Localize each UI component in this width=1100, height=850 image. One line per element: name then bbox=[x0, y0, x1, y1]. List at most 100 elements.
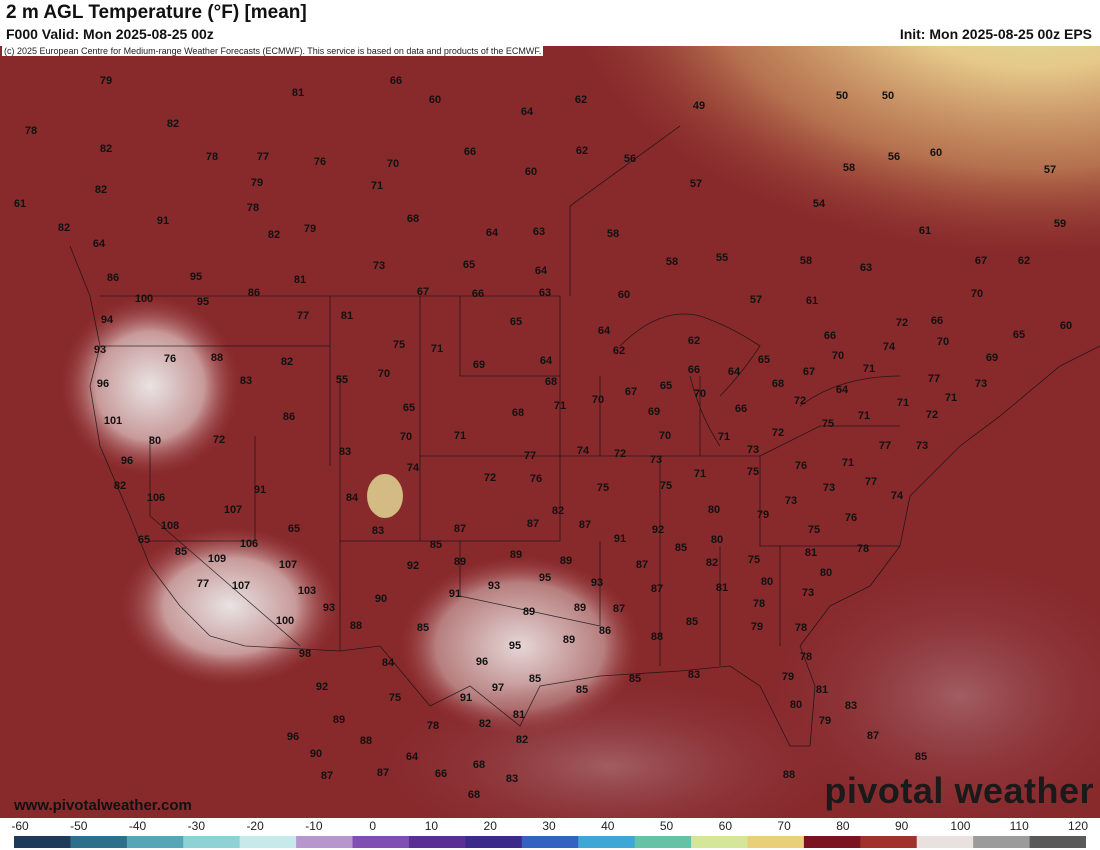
colorbar-segment bbox=[973, 836, 1031, 848]
temperature-label: 70 bbox=[386, 158, 400, 170]
header: 2 m AGL Temperature (°F) [mean] F000 Val… bbox=[0, 0, 1100, 46]
colorbar-tick: 120 bbox=[1067, 819, 1089, 833]
temperature-label: 73 bbox=[915, 440, 929, 452]
temperature-label: 65 bbox=[137, 534, 151, 546]
temperature-label: 87 bbox=[526, 518, 540, 530]
temperature-label: 74 bbox=[576, 445, 590, 457]
temperature-label: 97 bbox=[491, 682, 505, 694]
temperature-label: 71 bbox=[862, 363, 876, 375]
temperature-label: 82 bbox=[478, 718, 492, 730]
temperature-label: 76 bbox=[313, 156, 327, 168]
temperature-label: 71 bbox=[896, 397, 910, 409]
temperature-label: 75 bbox=[388, 692, 402, 704]
temperature-label: 82 bbox=[705, 557, 719, 569]
temperature-label: 68 bbox=[467, 789, 481, 801]
temperature-label: 73 bbox=[801, 587, 815, 599]
temperature-label: 67 bbox=[624, 386, 638, 398]
temperature-map[interactable]: (c) 2025 European Centre for Medium-rang… bbox=[0, 46, 1100, 818]
init-time: Init: Mon 2025-08-25 00z EPS bbox=[899, 26, 1092, 42]
temperature-label: 67 bbox=[974, 255, 988, 267]
temperature-label: 72 bbox=[212, 434, 226, 446]
temperature-label: 92 bbox=[651, 524, 665, 536]
temperature-label: 85 bbox=[416, 622, 430, 634]
temperature-label: 70 bbox=[658, 430, 672, 442]
temperature-label: 73 bbox=[746, 444, 760, 456]
colorbar-segment bbox=[70, 836, 128, 848]
temperature-label: 64 bbox=[520, 106, 534, 118]
temperature-label: 89 bbox=[559, 555, 573, 567]
colorbar-segment bbox=[634, 836, 692, 848]
temperature-label: 91 bbox=[613, 533, 627, 545]
temperature-label: 57 bbox=[1043, 164, 1057, 176]
temperature-label: 81 bbox=[815, 684, 829, 696]
temperature-label: 82 bbox=[166, 118, 180, 130]
colorbar-tick: 40 bbox=[601, 819, 615, 833]
temperature-label: 55 bbox=[715, 252, 729, 264]
temperature-label: 85 bbox=[575, 684, 589, 696]
temperature-label: 57 bbox=[749, 294, 763, 306]
temperature-label: 60 bbox=[617, 289, 631, 301]
temperature-label: 66 bbox=[434, 768, 448, 780]
temperature-label: 70 bbox=[936, 336, 950, 348]
temperature-label: 66 bbox=[734, 403, 748, 415]
temperature-label: 89 bbox=[522, 606, 536, 618]
temperature-label: 73 bbox=[822, 482, 836, 494]
temperature-label: 65 bbox=[287, 523, 301, 535]
temperature-label: 62 bbox=[575, 145, 589, 157]
temperature-label: 68 bbox=[472, 759, 486, 771]
colorbar-segment bbox=[747, 836, 805, 848]
temperature-label: 83 bbox=[239, 375, 253, 387]
temperature-label: 61 bbox=[805, 295, 819, 307]
temperature-label: 74 bbox=[882, 341, 896, 353]
temperature-label: 71 bbox=[717, 431, 731, 443]
temperature-label: 86 bbox=[282, 411, 296, 423]
temperature-label: 75 bbox=[807, 524, 821, 536]
temperature-label: 81 bbox=[340, 310, 354, 322]
temperature-label: 65 bbox=[1012, 329, 1026, 341]
temperature-label: 79 bbox=[756, 509, 770, 521]
temperature-label: 77 bbox=[256, 151, 270, 163]
temperature-label: 96 bbox=[286, 731, 300, 743]
temperature-label: 54 bbox=[812, 198, 826, 210]
temperature-label: 85 bbox=[685, 616, 699, 628]
temperature-label: 66 bbox=[687, 364, 701, 376]
colorbar-segment bbox=[408, 836, 466, 848]
temperature-label: 71 bbox=[430, 343, 444, 355]
temperature-label: 78 bbox=[205, 151, 219, 163]
temperature-label: 82 bbox=[515, 734, 529, 746]
colorbar-tick: 10 bbox=[424, 819, 439, 833]
color-bar: -60 -50 -40 -30 -20 -10 0 10 20 30 40 50 60 70 80 90 100… bbox=[0, 818, 1100, 850]
temperature-label: 89 bbox=[509, 549, 523, 561]
map-title: 2 m AGL Temperature (°F) [mean] bbox=[6, 2, 307, 23]
temperature-label: 82 bbox=[57, 222, 71, 234]
temperature-label: 83 bbox=[505, 773, 519, 785]
temperature-label: 78 bbox=[24, 125, 38, 137]
temperature-label: 106 bbox=[239, 538, 259, 550]
temperature-label: 58 bbox=[799, 255, 813, 267]
temperature-label: 107 bbox=[278, 559, 298, 571]
brand-logo: pivotal weather bbox=[824, 770, 1094, 811]
temperature-label: 86 bbox=[106, 272, 120, 284]
colorbar-segment bbox=[803, 836, 861, 848]
colorbar-tick: 50 bbox=[659, 819, 674, 833]
temperature-label: 93 bbox=[322, 602, 336, 614]
colorbar-strip bbox=[14, 836, 1086, 848]
temperature-label: 96 bbox=[120, 455, 134, 467]
temperature-label: 81 bbox=[512, 709, 526, 721]
temperature-label: 72 bbox=[925, 409, 939, 421]
colorbar-tick: 110 bbox=[1009, 819, 1029, 833]
temperature-label: 61 bbox=[918, 225, 932, 237]
temperature-label: 95 bbox=[196, 296, 210, 308]
colorbar-segment bbox=[1029, 836, 1086, 848]
temperature-label: 87 bbox=[578, 519, 592, 531]
temperature-label: 87 bbox=[376, 767, 390, 779]
temperature-label: 91 bbox=[448, 588, 462, 600]
temperature-label: 66 bbox=[823, 330, 837, 342]
temperature-label: 88 bbox=[782, 769, 796, 781]
colorbar-segment bbox=[521, 836, 579, 848]
site-url[interactable]: www.pivotalweather.com bbox=[14, 797, 192, 814]
temperature-label: 79 bbox=[781, 671, 795, 683]
temperature-label: 69 bbox=[472, 359, 486, 371]
temperature-label: 71 bbox=[693, 468, 707, 480]
colorbar-segment bbox=[916, 836, 974, 848]
